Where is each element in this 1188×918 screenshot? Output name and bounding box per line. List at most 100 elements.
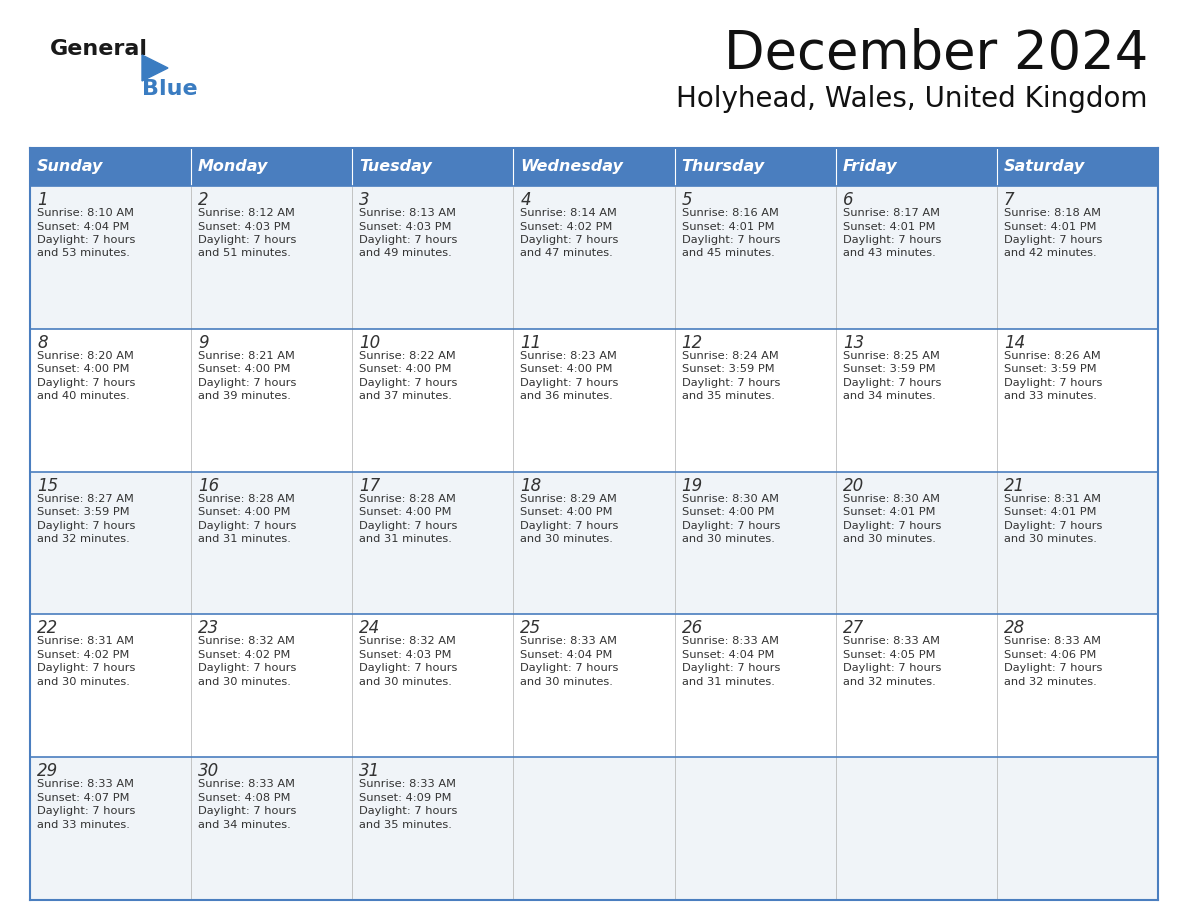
Text: 14: 14	[1004, 334, 1025, 352]
Text: Daylight: 7 hours: Daylight: 7 hours	[37, 378, 135, 387]
Text: Daylight: 7 hours: Daylight: 7 hours	[1004, 521, 1102, 531]
Text: Sunset: 4:01 PM: Sunset: 4:01 PM	[1004, 221, 1097, 231]
Text: Blue: Blue	[143, 79, 197, 99]
Text: Sunset: 4:00 PM: Sunset: 4:00 PM	[520, 507, 613, 517]
Text: 12: 12	[682, 334, 703, 352]
Text: General: General	[50, 39, 148, 59]
Text: Sunset: 4:03 PM: Sunset: 4:03 PM	[359, 650, 451, 660]
Text: Sunset: 3:59 PM: Sunset: 3:59 PM	[682, 364, 775, 375]
Text: Holyhead, Wales, United Kingdom: Holyhead, Wales, United Kingdom	[676, 85, 1148, 113]
Text: Monday: Monday	[198, 160, 268, 174]
Text: Sunrise: 8:33 AM: Sunrise: 8:33 AM	[198, 779, 295, 789]
Text: Sunrise: 8:27 AM: Sunrise: 8:27 AM	[37, 494, 134, 504]
Text: 24: 24	[359, 620, 380, 637]
Text: 8: 8	[37, 334, 48, 352]
Text: Sunrise: 8:33 AM: Sunrise: 8:33 AM	[359, 779, 456, 789]
Text: and 42 minutes.: and 42 minutes.	[1004, 249, 1097, 259]
Text: and 30 minutes.: and 30 minutes.	[842, 534, 936, 544]
Text: Sunrise: 8:25 AM: Sunrise: 8:25 AM	[842, 351, 940, 361]
Text: Sunrise: 8:26 AM: Sunrise: 8:26 AM	[1004, 351, 1100, 361]
Text: Daylight: 7 hours: Daylight: 7 hours	[359, 521, 457, 531]
Text: Sunrise: 8:22 AM: Sunrise: 8:22 AM	[359, 351, 456, 361]
Text: Sunrise: 8:29 AM: Sunrise: 8:29 AM	[520, 494, 618, 504]
Text: Sunset: 4:04 PM: Sunset: 4:04 PM	[682, 650, 773, 660]
Bar	[997, 148, 1158, 186]
Text: Sunrise: 8:10 AM: Sunrise: 8:10 AM	[37, 208, 134, 218]
Bar	[675, 148, 835, 186]
Text: 26: 26	[682, 620, 703, 637]
Text: and 47 minutes.: and 47 minutes.	[520, 249, 613, 259]
Text: 11: 11	[520, 334, 542, 352]
Text: Sunset: 4:01 PM: Sunset: 4:01 PM	[842, 507, 935, 517]
Text: Sunset: 3:59 PM: Sunset: 3:59 PM	[1004, 364, 1097, 375]
Text: Wednesday: Wednesday	[520, 160, 624, 174]
Polygon shape	[143, 55, 168, 81]
Text: 19: 19	[682, 476, 703, 495]
Text: Sunrise: 8:24 AM: Sunrise: 8:24 AM	[682, 351, 778, 361]
Text: Sunset: 4:00 PM: Sunset: 4:00 PM	[520, 364, 613, 375]
Text: 6: 6	[842, 191, 853, 209]
Bar	[30, 148, 191, 186]
Text: 15: 15	[37, 476, 58, 495]
Text: 16: 16	[198, 476, 220, 495]
Text: and 53 minutes.: and 53 minutes.	[37, 249, 129, 259]
Text: Sunrise: 8:20 AM: Sunrise: 8:20 AM	[37, 351, 134, 361]
Text: and 36 minutes.: and 36 minutes.	[520, 391, 613, 401]
Text: Sunrise: 8:32 AM: Sunrise: 8:32 AM	[198, 636, 295, 646]
Text: December 2024: December 2024	[723, 28, 1148, 80]
Text: Sunset: 4:02 PM: Sunset: 4:02 PM	[37, 650, 129, 660]
Text: and 31 minutes.: and 31 minutes.	[359, 534, 453, 544]
Text: Sunrise: 8:28 AM: Sunrise: 8:28 AM	[198, 494, 295, 504]
Text: and 30 minutes.: and 30 minutes.	[1004, 534, 1097, 544]
Text: Sunset: 4:04 PM: Sunset: 4:04 PM	[37, 221, 129, 231]
Text: 28: 28	[1004, 620, 1025, 637]
Text: Daylight: 7 hours: Daylight: 7 hours	[520, 235, 619, 245]
Text: Sunset: 4:00 PM: Sunset: 4:00 PM	[198, 507, 291, 517]
Text: 13: 13	[842, 334, 864, 352]
Text: and 30 minutes.: and 30 minutes.	[359, 677, 453, 687]
Text: Daylight: 7 hours: Daylight: 7 hours	[37, 806, 135, 816]
Text: Sunrise: 8:16 AM: Sunrise: 8:16 AM	[682, 208, 778, 218]
Text: Sunset: 4:00 PM: Sunset: 4:00 PM	[682, 507, 775, 517]
Text: Daylight: 7 hours: Daylight: 7 hours	[520, 378, 619, 387]
Text: Daylight: 7 hours: Daylight: 7 hours	[1004, 664, 1102, 674]
Text: and 32 minutes.: and 32 minutes.	[1004, 677, 1097, 687]
Text: 5: 5	[682, 191, 693, 209]
Text: 3: 3	[359, 191, 369, 209]
Text: 22: 22	[37, 620, 58, 637]
Text: Daylight: 7 hours: Daylight: 7 hours	[520, 664, 619, 674]
Text: Daylight: 7 hours: Daylight: 7 hours	[842, 235, 941, 245]
Text: 20: 20	[842, 476, 864, 495]
Text: 18: 18	[520, 476, 542, 495]
Text: Sunday: Sunday	[37, 160, 103, 174]
Text: Daylight: 7 hours: Daylight: 7 hours	[37, 235, 135, 245]
Text: Sunrise: 8:18 AM: Sunrise: 8:18 AM	[1004, 208, 1101, 218]
Text: 23: 23	[198, 620, 220, 637]
Bar	[30, 757, 1158, 900]
Bar	[835, 148, 997, 186]
Text: Daylight: 7 hours: Daylight: 7 hours	[198, 378, 297, 387]
Bar	[30, 472, 1158, 614]
Text: Sunset: 4:01 PM: Sunset: 4:01 PM	[842, 221, 935, 231]
Text: Sunset: 4:08 PM: Sunset: 4:08 PM	[198, 793, 291, 802]
Text: and 30 minutes.: and 30 minutes.	[520, 677, 613, 687]
Text: Sunrise: 8:32 AM: Sunrise: 8:32 AM	[359, 636, 456, 646]
Text: Sunset: 4:02 PM: Sunset: 4:02 PM	[198, 650, 291, 660]
Text: Sunset: 4:02 PM: Sunset: 4:02 PM	[520, 221, 613, 231]
Text: Sunset: 4:01 PM: Sunset: 4:01 PM	[1004, 507, 1097, 517]
Text: Thursday: Thursday	[682, 160, 765, 174]
Text: Daylight: 7 hours: Daylight: 7 hours	[682, 664, 781, 674]
Text: Daylight: 7 hours: Daylight: 7 hours	[359, 806, 457, 816]
Text: and 51 minutes.: and 51 minutes.	[198, 249, 291, 259]
Text: Saturday: Saturday	[1004, 160, 1085, 174]
Text: Daylight: 7 hours: Daylight: 7 hours	[359, 235, 457, 245]
Text: Daylight: 7 hours: Daylight: 7 hours	[198, 235, 297, 245]
Text: Sunset: 4:05 PM: Sunset: 4:05 PM	[842, 650, 935, 660]
Text: 21: 21	[1004, 476, 1025, 495]
Text: Daylight: 7 hours: Daylight: 7 hours	[1004, 378, 1102, 387]
Bar	[30, 614, 1158, 757]
Text: and 31 minutes.: and 31 minutes.	[198, 534, 291, 544]
Text: Sunrise: 8:31 AM: Sunrise: 8:31 AM	[1004, 494, 1101, 504]
Text: and 43 minutes.: and 43 minutes.	[842, 249, 935, 259]
Text: and 37 minutes.: and 37 minutes.	[359, 391, 453, 401]
